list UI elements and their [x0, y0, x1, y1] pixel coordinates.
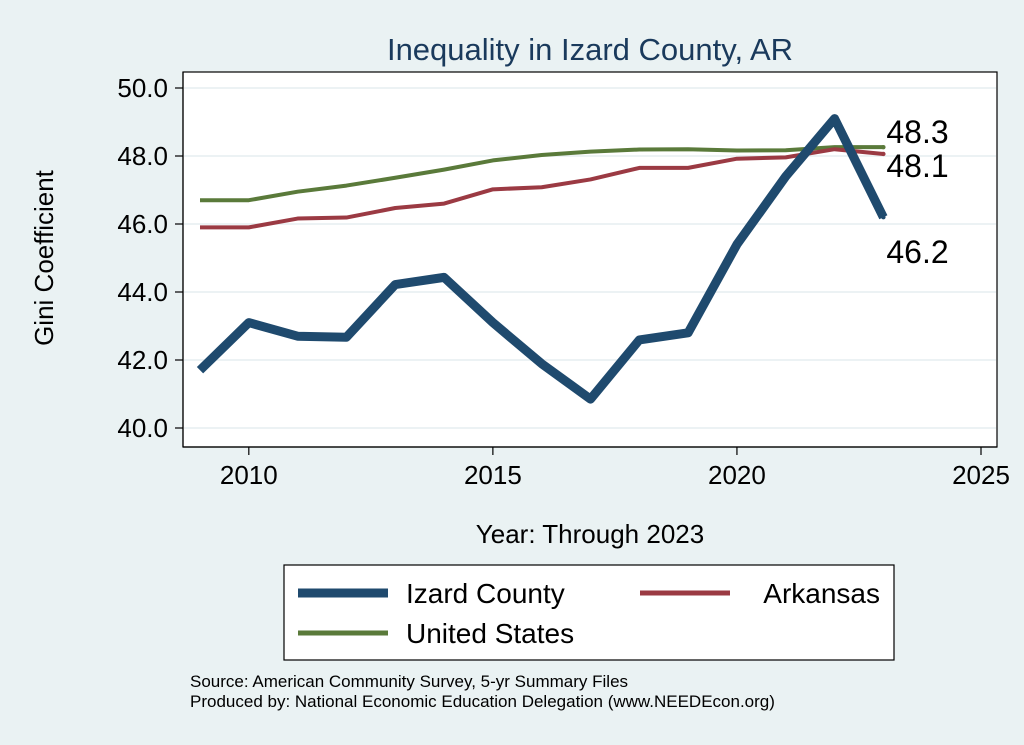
end-label-arkansas: 48.1	[886, 148, 948, 184]
legend: Izard County Arkansas United States	[298, 578, 880, 649]
chart-title: Inequality in Izard County, AR	[387, 32, 793, 67]
plot-area	[182, 71, 998, 448]
series-line-united-states	[200, 145, 884, 203]
x-tick-label: 2025	[952, 460, 1010, 490]
series-line-arkansas	[200, 147, 884, 230]
y-tick-label: 40.0	[117, 413, 168, 443]
series-end-point-arkansas	[881, 151, 886, 157]
end-label-united-states: 48.3	[886, 114, 948, 150]
y-axis-ticks: 40.0 42.0 44.0 46.0 48.0 50.0	[117, 73, 183, 443]
y-tick-label: 48.0	[117, 141, 168, 171]
series-line-izard-county	[196, 114, 888, 404]
x-tick-label: 2015	[464, 460, 522, 490]
legend-box	[283, 564, 895, 661]
y-tick-label: 42.0	[117, 345, 168, 375]
series-lines	[196, 114, 888, 404]
legend-label-united-states: United States	[406, 618, 574, 649]
x-axis-title: Year: Through 2023	[476, 519, 704, 549]
x-tick-label: 2020	[708, 460, 766, 490]
x-tick-label: 2010	[220, 460, 278, 490]
legend-label-arkansas: Arkansas	[763, 578, 880, 609]
end-labels: 48.348.1 46.2	[886, 114, 948, 270]
y-tick-label: 44.0	[117, 277, 168, 307]
y-axis-title: Gini Coefficient	[29, 169, 59, 346]
legend-label-izard-county: Izard County	[406, 578, 565, 609]
series-end-point-izard-county	[881, 215, 886, 220]
series-end-point-united-states	[881, 144, 886, 150]
y-tick-label: 50.0	[117, 73, 168, 103]
axes	[182, 72, 997, 448]
producer-note: Produced by: National Economic Education…	[190, 692, 775, 711]
end-label-izard-county: 46.2	[886, 234, 948, 270]
gridlines	[184, 87, 996, 429]
source-note: Source: American Community Survey, 5-yr …	[190, 672, 628, 691]
y-tick-label: 46.0	[117, 209, 168, 239]
x-axis-ticks: 2010 2015 2020 2025	[220, 447, 1010, 490]
